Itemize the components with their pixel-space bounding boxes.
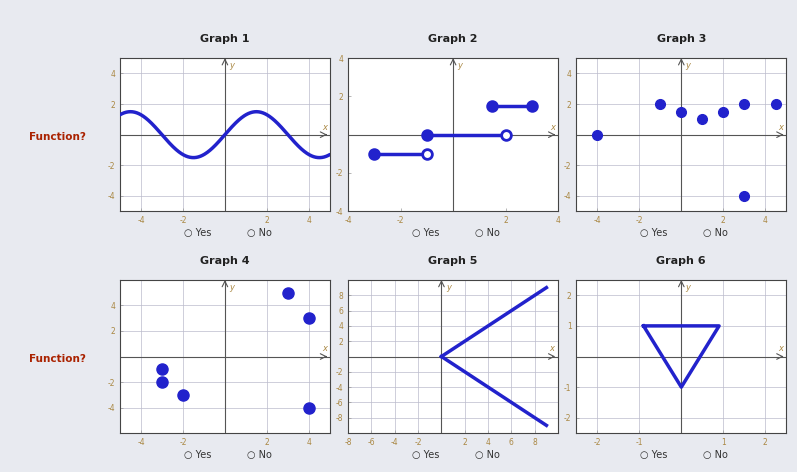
Text: x: x xyxy=(550,345,555,354)
Text: x: x xyxy=(778,345,783,354)
Text: x: x xyxy=(778,123,783,132)
Text: x: x xyxy=(322,345,327,354)
Text: Graph 5: Graph 5 xyxy=(429,255,478,266)
Text: y: y xyxy=(229,61,234,70)
Text: ○ No: ○ No xyxy=(703,228,728,238)
Text: ○ Yes: ○ Yes xyxy=(184,450,211,460)
Text: Function?: Function? xyxy=(29,354,86,364)
Text: Graph 4: Graph 4 xyxy=(200,255,249,266)
Text: y: y xyxy=(685,61,690,70)
Text: ○ Yes: ○ Yes xyxy=(184,228,211,238)
Text: Function?: Function? xyxy=(29,132,86,142)
Text: x: x xyxy=(322,123,327,132)
Text: y: y xyxy=(685,283,690,292)
Text: ○ No: ○ No xyxy=(475,228,500,238)
Text: ○ No: ○ No xyxy=(475,450,500,460)
Text: ○ Yes: ○ Yes xyxy=(412,450,439,460)
Text: ○ No: ○ No xyxy=(247,228,272,238)
Text: ○ No: ○ No xyxy=(703,450,728,460)
Text: ○ No: ○ No xyxy=(247,450,272,460)
Text: ○ Yes: ○ Yes xyxy=(640,228,668,238)
Text: x: x xyxy=(550,123,555,132)
Text: Graph 1: Graph 1 xyxy=(200,34,249,44)
Text: Graph 2: Graph 2 xyxy=(428,34,478,44)
Text: Graph 3: Graph 3 xyxy=(657,34,706,44)
Text: Graph 6: Graph 6 xyxy=(657,255,706,266)
Text: y: y xyxy=(446,283,451,292)
Text: y: y xyxy=(457,61,462,70)
Text: ○ Yes: ○ Yes xyxy=(640,450,668,460)
Text: ○ Yes: ○ Yes xyxy=(412,228,439,238)
Text: y: y xyxy=(229,283,234,292)
